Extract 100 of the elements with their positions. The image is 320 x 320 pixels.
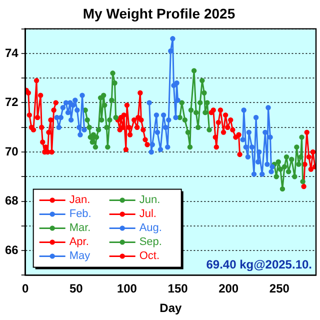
point [245,154,251,160]
point [299,134,304,140]
point [202,90,207,96]
point [268,169,274,174]
point [298,154,304,160]
legend-label: Jul. [139,208,156,220]
point [274,174,279,180]
point [278,166,284,172]
point [38,92,44,98]
point [158,146,164,152]
point [40,140,46,145]
point [150,142,155,148]
point [193,110,199,116]
point [270,164,275,170]
point [237,152,242,158]
point [294,144,300,150]
point [196,124,201,130]
y-tick-label: 66 [4,242,19,257]
y-tick-label: 72 [4,95,19,110]
point [240,137,246,142]
point [236,132,242,138]
point [84,117,90,123]
point [154,112,160,118]
point [264,162,270,167]
point [218,108,224,113]
point [154,130,160,135]
point [51,108,56,113]
point [165,144,170,150]
legend-label: Sep. [139,236,162,248]
point [34,78,40,84]
point [26,90,31,96]
point [146,100,152,106]
point [39,124,44,130]
x-tick-label: 100 [116,282,138,296]
point [296,162,302,167]
point [289,156,294,162]
point [243,144,248,150]
point [175,98,180,103]
x-tick-label: 200 [218,282,239,296]
point [204,100,210,106]
point [301,184,306,190]
annotation: 69.40 kg@2025.10. [206,258,312,272]
legend-label: May [69,250,91,262]
point [80,92,85,98]
point [222,112,228,118]
point [30,127,36,132]
point [166,117,172,123]
point [34,114,40,120]
point [216,120,222,126]
point [131,117,137,123]
point [170,36,176,42]
point [306,154,312,160]
point [56,124,62,130]
point [26,112,32,118]
point [251,172,257,177]
x-tick-label: 150 [168,282,188,296]
legend-label: Mar. [69,222,91,234]
point [224,124,230,130]
point [144,142,150,148]
point [70,102,76,108]
point [241,108,246,113]
point [246,130,252,135]
point [230,127,236,132]
y-tick-label: 74 [4,46,19,60]
point [82,127,87,132]
point [138,90,143,96]
point [53,100,58,106]
point [74,108,80,113]
point [113,114,118,120]
point [256,149,262,155]
point [107,117,112,123]
x-tick-label: 0 [22,282,30,296]
point [249,144,255,150]
x-axis-title: Day [160,301,182,316]
point [120,124,126,130]
point [214,144,220,150]
point [212,134,218,140]
point [72,98,78,103]
legend-label: Feb. [69,208,92,220]
point [308,166,314,172]
point [210,108,216,113]
point [148,149,154,155]
x-tick-label: 250 [269,282,290,296]
point [49,149,54,155]
x-tick-label: 50 [69,282,84,296]
point [140,127,146,132]
point [280,186,286,192]
point [138,117,144,123]
point [105,144,110,150]
legend-label: Jun. [139,194,160,206]
point [266,105,271,110]
point [304,130,310,135]
point [60,105,66,110]
point [292,174,298,180]
point [96,127,102,132]
legend-label: Apr. [69,236,89,248]
point [282,164,288,170]
point [86,124,92,130]
point [188,108,194,113]
point [260,172,265,177]
